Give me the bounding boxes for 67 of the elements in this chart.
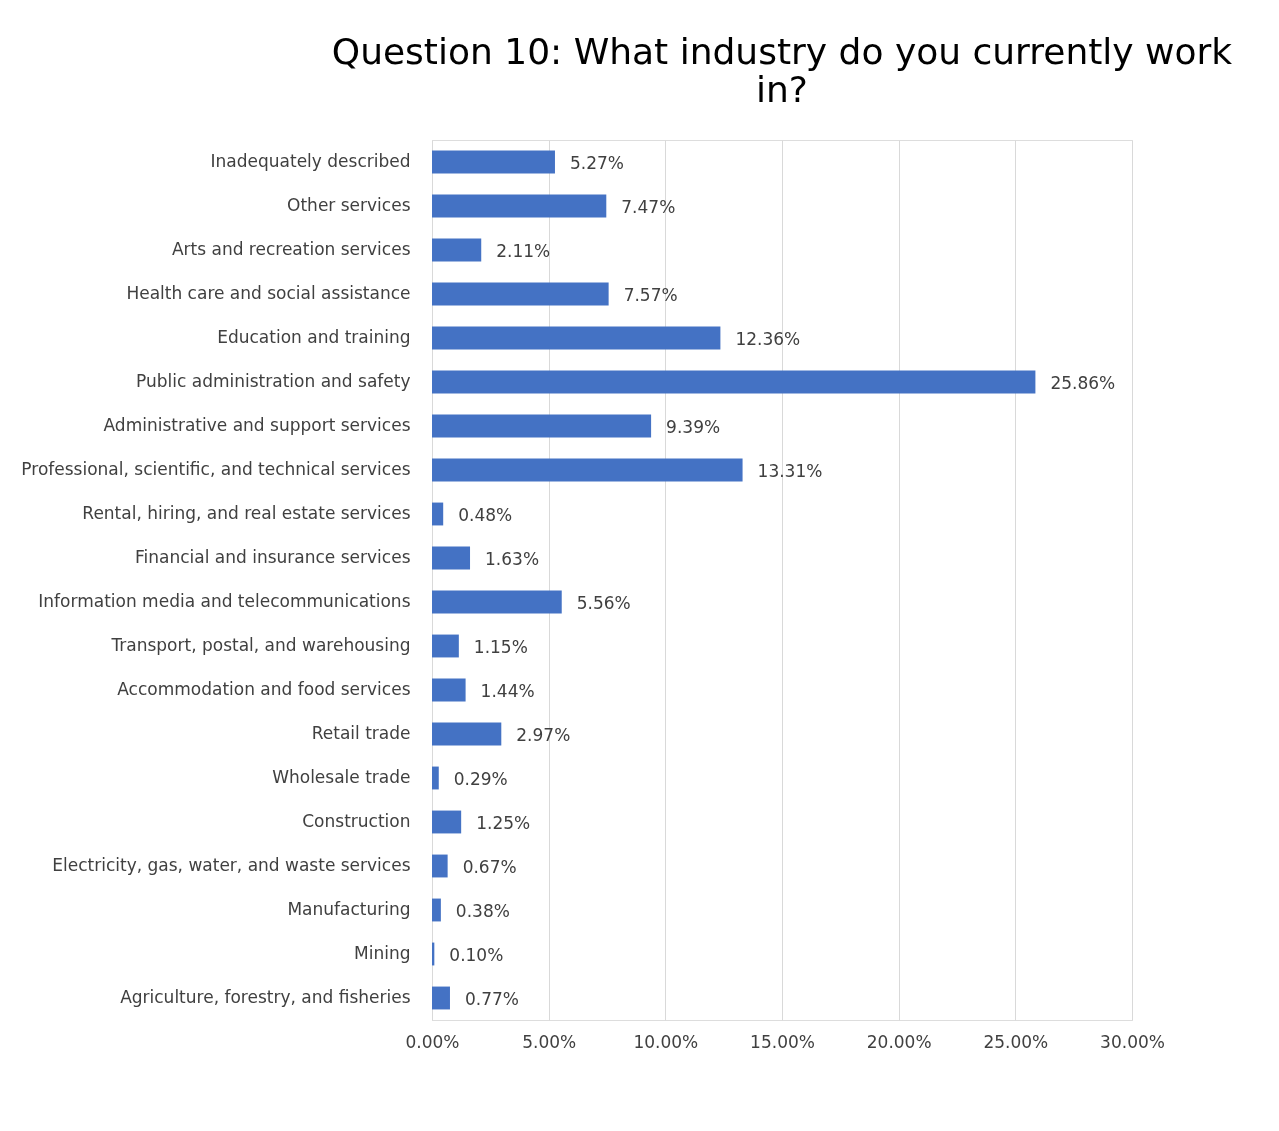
data-label: 5.27% <box>569 153 624 173</box>
data-label: 9.39% <box>666 417 721 437</box>
y-tick-label: Mining <box>354 943 411 963</box>
y-tick-label: Health care and social assistance <box>126 283 411 303</box>
x-tick-label: 5.00% <box>522 1031 577 1052</box>
bar <box>432 810 462 834</box>
x-tick-label: 20.00% <box>866 1031 932 1052</box>
data-label: 25.86% <box>1050 373 1116 393</box>
y-tick-label: Wholesale trade <box>272 767 411 787</box>
data-label: 0.77% <box>464 989 519 1009</box>
bar <box>432 986 450 1010</box>
data-label: 0.67% <box>462 857 517 877</box>
y-tick-label: Arts and recreation services <box>171 239 411 259</box>
y-tick-label: Rental, hiring, and real estate services <box>82 503 411 523</box>
y-tick-label: Education and training <box>217 327 411 347</box>
bar <box>432 238 482 262</box>
y-tick-label: Professional, scientific, and technical services <box>21 459 411 479</box>
data-label: 0.29% <box>453 769 508 789</box>
bar <box>432 458 743 482</box>
bar <box>432 634 459 658</box>
y-tick-label: Manufacturing <box>287 899 411 919</box>
data-label: 1.15% <box>473 637 528 657</box>
bar <box>432 282 609 306</box>
bar <box>432 898 441 922</box>
y-tick-label: Agriculture, forestry, and fisheries <box>120 987 411 1007</box>
y-tick-label: Financial and insurance services <box>134 547 411 567</box>
bar <box>432 678 466 702</box>
data-label: 2.11% <box>496 241 551 261</box>
bar <box>432 502 444 526</box>
data-label: 2.97% <box>516 725 571 745</box>
y-tick-label: Public administration and safety <box>136 371 411 391</box>
data-label: 5.56% <box>576 593 631 613</box>
data-label: 1.25% <box>476 813 531 833</box>
bar <box>432 546 471 570</box>
bar <box>432 590 562 614</box>
bar <box>432 722 502 746</box>
data-label: 12.36% <box>735 329 801 349</box>
data-label: 0.10% <box>449 945 504 965</box>
bar <box>432 326 721 350</box>
y-tick-label: Retail trade <box>311 723 411 743</box>
bar <box>432 414 652 438</box>
y-tick-label: Information media and telecommunications <box>38 591 411 611</box>
x-tick-label: 30.00% <box>1100 1031 1165 1052</box>
data-label: 0.38% <box>455 901 510 921</box>
y-tick-label: Other services <box>287 195 411 215</box>
data-label: 7.47% <box>621 197 676 217</box>
x-tick-label: 0.00% <box>405 1031 460 1052</box>
bar <box>432 194 607 218</box>
y-tick-label: Transport, postal, and warehousing <box>110 635 411 655</box>
y-tick-label: Construction <box>302 811 411 831</box>
bar <box>432 370 1036 394</box>
chart-title: Question 10: What industry do you currently work in? <box>331 31 1233 110</box>
y-tick-label: Administrative and support services <box>103 415 411 435</box>
x-tick-label: 25.00% <box>983 1031 1049 1052</box>
data-label: 1.44% <box>480 681 535 701</box>
y-tick-label: Accommodation and food services <box>117 679 411 699</box>
data-label: 7.57% <box>623 285 678 305</box>
x-tick-label: 10.00% <box>633 1031 699 1052</box>
bar <box>432 854 448 878</box>
bar <box>432 766 439 790</box>
y-tick-label: Inadequately described <box>210 151 411 171</box>
data-label: 1.63% <box>485 549 540 569</box>
data-label: 0.48% <box>458 505 513 525</box>
bar <box>432 150 555 174</box>
y-tick-label: Electricity, gas, water, and waste services <box>52 855 411 875</box>
data-label: 13.31% <box>757 461 823 481</box>
x-tick-label: 15.00% <box>750 1031 815 1052</box>
